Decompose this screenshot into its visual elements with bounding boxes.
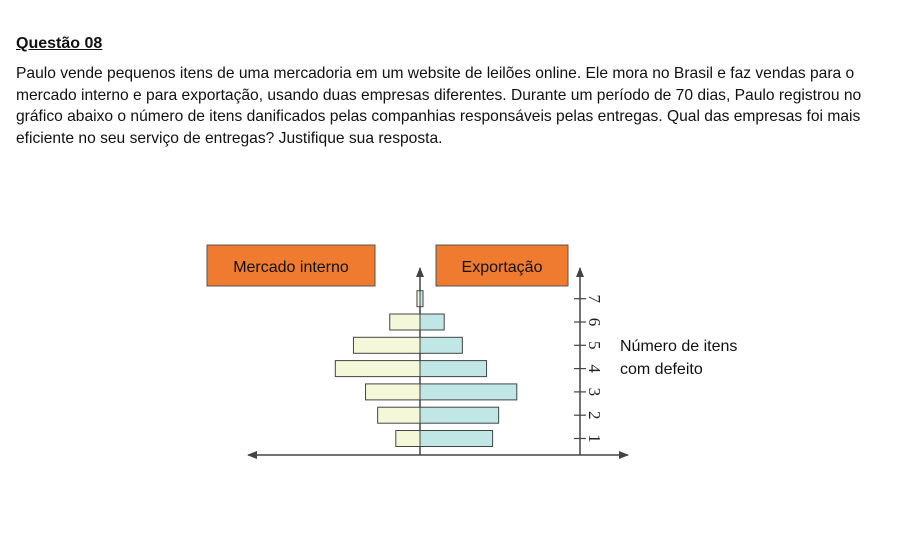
bar-exportacao-6: [419, 313, 445, 331]
bar-exportacao-2: [419, 406, 500, 424]
bar-mercado-interno-1: [395, 430, 421, 447]
bar-mercado-interno-5: [352, 336, 421, 354]
bar-mercado-interno-2: [377, 406, 421, 424]
right-label-box: Exportação: [435, 244, 569, 287]
bar-exportacao-1: [419, 430, 494, 447]
bar-mercado-interno-3: [365, 383, 421, 401]
bar-mercado-interno-4: [334, 360, 421, 378]
left-label-text: Mercado interno: [233, 259, 349, 276]
left-label-box: Mercado interno: [206, 244, 376, 287]
count-axis-tick-label-6: 6: [585, 318, 604, 327]
count-axis-tick-label-1: 1: [585, 434, 604, 443]
axis-label-line1: Número de itens: [620, 338, 738, 355]
bar-exportacao-4: [419, 360, 488, 378]
count-axis-tick-label-3: 3: [585, 388, 604, 397]
question-text: Paulo vende pequenos itens de uma mercad…: [16, 65, 862, 147]
bar-exportacao-3: [419, 383, 518, 401]
axis-label-line2: com defeito: [620, 361, 703, 378]
count-axis-tick-label-4: 4: [585, 364, 604, 373]
bar-exportacao-7: [419, 290, 424, 308]
count-axis-tick-label-2: 2: [585, 411, 604, 420]
count-axis-tick-label-7: 7: [585, 294, 604, 303]
bar-mercado-interno-6: [389, 313, 421, 331]
question-title: Questão 08: [16, 35, 103, 52]
bar-exportacao-5: [419, 336, 463, 354]
right-label-text: Exportação: [462, 259, 543, 276]
count-axis-tick-label-5: 5: [585, 341, 604, 350]
